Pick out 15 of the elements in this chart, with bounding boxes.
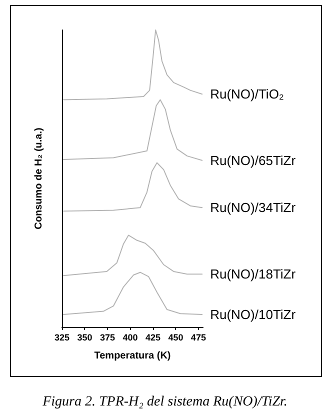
x-tick-label: 425 (145, 332, 160, 342)
x-axis-title: Temperatura (K) (94, 350, 171, 362)
y-axis-title: Consumo de H₂ (u.a.) (34, 128, 44, 230)
x-tick-label: 375 (100, 332, 115, 342)
series-label: Ru(NO)/65TiZr (210, 152, 296, 168)
x-tick-label: 350 (77, 332, 92, 342)
text: Figura 2. TPR-H₂ del sistema Ru(NO)/TiZr. (42, 394, 288, 410)
series-label: Ru(NO)/TiO₂ (210, 86, 284, 102)
x-tick-label: 475 (190, 332, 206, 342)
x-tick-label: 400 (122, 332, 138, 342)
x-tick-label: 450 (168, 332, 184, 342)
series-label: Ru(NO)/34TiZr (210, 200, 296, 216)
series-label: Ru(NO)/10TiZr (210, 307, 296, 322)
x-tick-label: 325 (54, 332, 70, 342)
series-label: Ru(NO)/18TiZr (210, 266, 296, 282)
